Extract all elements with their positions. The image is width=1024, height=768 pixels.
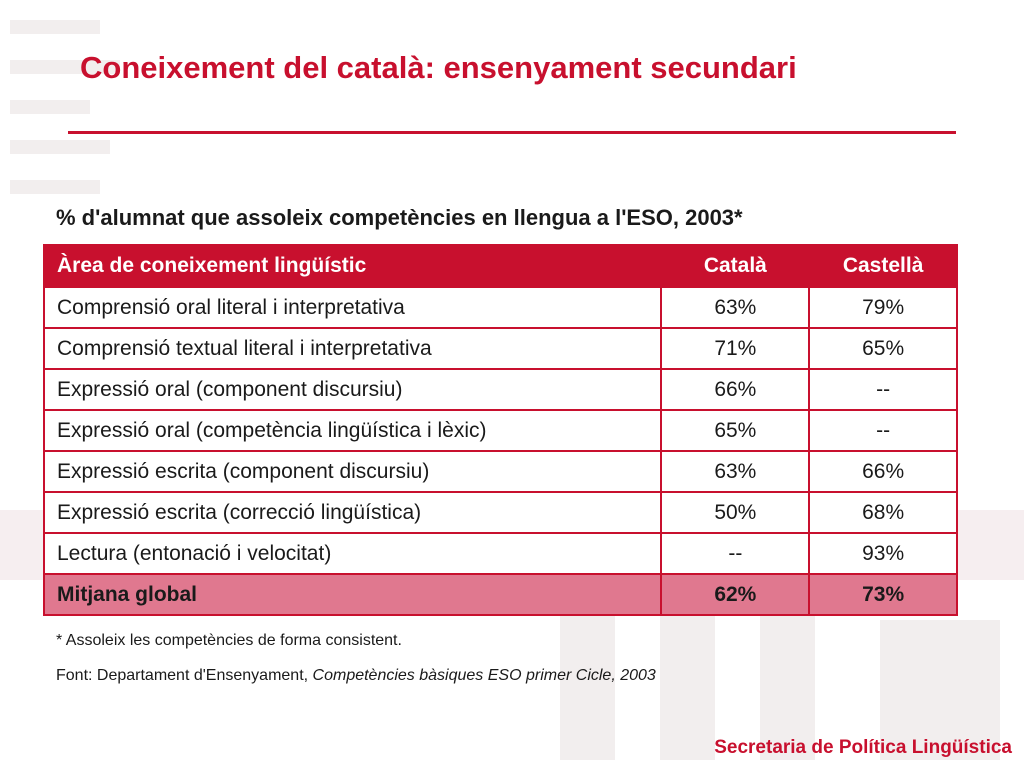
footnote: * Assoleix les competències de forma con… [56,632,402,649]
cell-castella: 79% [808,286,958,329]
cell-area: Expressió escrita (correcció lingüística… [42,491,663,534]
cell-castella: 65% [808,327,958,370]
cell-castella: 93% [808,532,958,575]
table-row: Comprensió textual literal i interpretat… [42,327,958,370]
table-total-row: Mitjana global 62% 73% [42,573,958,616]
competencies-table: Àrea de coneixement lingüístic Català Ca… [42,244,958,616]
table-row: Comprensió oral literal i interpretativa… [42,286,958,329]
cell-castella: -- [808,368,958,411]
cell-catala: 71% [660,327,811,370]
table-row: Expressió oral (component discursiu) 66%… [42,368,958,411]
cell-castella: 68% [808,491,958,534]
cell-catala: 65% [660,409,811,452]
header-area: Àrea de coneixement lingüístic [42,245,662,287]
cell-area: Expressió oral (competència lingüística … [42,409,663,452]
cell-castella: -- [808,409,958,452]
table-row: Expressió oral (competència lingüística … [42,409,958,452]
table-row: Lectura (entonació i velocitat) -- 93% [42,532,958,575]
table-header-row: Àrea de coneixement lingüístic Català Ca… [42,245,957,287]
total-catala: 62% [660,573,811,616]
total-label: Mitjana global [42,573,663,616]
source-line: Font: Departament d'Ensenyament, Competè… [56,667,656,685]
table-row: Expressió escrita (component discursiu) … [42,450,958,493]
cell-catala: 63% [660,286,811,329]
cell-area: Expressió oral (component discursiu) [42,368,663,411]
cell-area: Comprensió oral literal i interpretativa [42,286,663,329]
header-castella: Castellà [808,245,957,287]
title-divider [68,131,956,134]
cell-catala: 66% [660,368,811,411]
slide-title: Coneixement del català: ensenyament secu… [80,50,797,85]
cell-area: Expressió escrita (component discursiu) [42,450,663,493]
cell-catala: 63% [660,450,811,493]
table-row: Expressió escrita (correcció lingüística… [42,491,958,534]
source-title: Competències bàsiques ESO primer Cicle, … [312,667,656,684]
cell-area: Comprensió textual literal i interpretat… [42,327,663,370]
footer-organization: Secretaria de Política Lingüística [714,737,1012,758]
header-catala: Català [660,245,810,287]
table-caption: % d'alumnat que assoleix competències en… [56,205,743,230]
cell-catala: 50% [660,491,811,534]
cell-catala: -- [660,532,811,575]
cell-area: Lectura (entonació i velocitat) [42,532,663,575]
source-prefix: Font: Departament d'Ensenyament, [56,667,313,684]
total-castella: 73% [808,573,958,616]
cell-castella: 66% [808,450,958,493]
